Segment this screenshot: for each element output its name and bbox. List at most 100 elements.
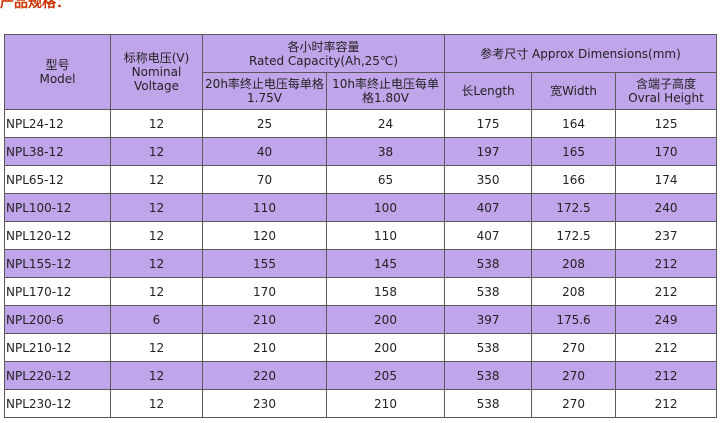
cell-cap20: 40 [202,137,327,166]
cell-length: 538 [444,249,533,278]
cell-voltage: 12 [110,389,203,418]
cell-model: NPL120-12 [4,221,111,250]
table-row: NPL155-12 12 155 145 538 208 212 [4,249,718,278]
cell-cap10: 24 [325,109,446,138]
cell-cap10: 210 [325,389,446,418]
page-title: 产品规格： [0,0,70,11]
cell-height: 212 [615,249,718,278]
cell-voltage: 12 [110,249,203,278]
cell-width: 208 [531,249,617,278]
cell-width: 172.5 [531,221,617,250]
table-row: NPL170-12 12 170 158 538 208 212 [4,277,718,306]
cell-voltage: 12 [110,109,203,138]
cell-model: NPL155-12 [4,249,111,278]
header-cap20-line2: 1.75V [247,91,282,105]
cell-cap20: 25 [202,109,327,138]
cell-width: 270 [531,389,617,418]
table-row: NPL220-12 12 220 205 538 270 212 [4,361,718,390]
cell-cap20: 110 [202,193,327,222]
cell-model: NPL230-12 [4,389,111,418]
table-row: NPL200-6 6 210 200 397 175.6 249 [4,305,718,334]
header-cap10: 10h率终止电压每单 格1.80V [325,72,446,110]
cell-cap20: 210 [202,333,327,362]
spec-table: 型号 Model 标称电压(V) Nominal Voltage 各小时率容量 … [4,34,718,418]
cell-height: 170 [615,137,718,166]
cell-height: 125 [615,109,718,138]
table-row: NPL210-12 12 210 200 538 270 212 [4,333,718,362]
cell-voltage: 12 [110,165,203,194]
cell-length: 407 [444,221,533,250]
table-row: NPL100-12 12 110 100 407 172.5 240 [4,193,718,222]
header-length: 长Length [444,72,533,110]
cell-cap10: 158 [325,277,446,306]
cell-width: 270 [531,333,617,362]
cell-length: 175 [444,109,533,138]
cell-cap10: 200 [325,305,446,334]
header-voltage-en2: Voltage [133,79,179,93]
cell-height: 249 [615,305,718,334]
header-model-en: Model [39,72,76,86]
cell-cap20: 210 [202,305,327,334]
cell-width: 208 [531,277,617,306]
cell-height: 212 [615,361,718,390]
header-cap20-line1: 20h率终止电压每单格 [205,77,324,91]
header-model-cn: 型号 [45,58,70,72]
cell-model: NPL38-12 [4,137,111,166]
table-row: NPL24-12 12 25 24 175 164 125 [4,109,718,138]
header-height-line2: Ovral Height [628,91,704,105]
cell-height: 240 [615,193,718,222]
cell-voltage: 12 [110,221,203,250]
cell-width: 175.6 [531,305,617,334]
table-row: NPL38-12 12 40 38 197 165 170 [4,137,718,166]
cell-length: 397 [444,305,533,334]
cell-cap20: 230 [202,389,327,418]
cell-model: NPL200-6 [4,305,111,334]
cell-length: 197 [444,137,533,166]
cell-voltage: 12 [110,137,203,166]
cell-length: 407 [444,193,533,222]
header-model: 型号 Model [4,34,111,110]
cell-cap10: 100 [325,193,446,222]
cell-width: 164 [531,109,617,138]
cell-cap10: 200 [325,333,446,362]
header-cap10-line2: 格1.80V [362,91,409,105]
cell-height: 212 [615,333,718,362]
cell-cap10: 110 [325,221,446,250]
cell-cap10: 145 [325,249,446,278]
cell-cap10: 205 [325,361,446,390]
cell-width: 166 [531,165,617,194]
cell-model: NPL100-12 [4,193,111,222]
table-row: NPL65-12 12 70 65 350 166 174 [4,165,718,194]
cell-length: 538 [444,333,533,362]
cell-cap20: 220 [202,361,327,390]
cell-cap20: 170 [202,277,327,306]
cell-model: NPL24-12 [4,109,111,138]
cell-width: 172.5 [531,193,617,222]
header-dimensions: 参考尺寸 Approx Dimensions(mm) [444,34,718,73]
cell-length: 538 [444,361,533,390]
header-height: 含端子高度 Ovral Height [615,72,718,110]
cell-voltage: 12 [110,277,203,306]
cell-height: 237 [615,221,718,250]
cell-width: 165 [531,137,617,166]
table-row: NPL230-12 12 230 210 538 270 212 [4,389,718,418]
cell-voltage: 12 [110,193,203,222]
header-cap20: 20h率终止电压每单格 1.75V [202,72,327,110]
cell-height: 174 [615,165,718,194]
cell-voltage: 6 [110,305,203,334]
cell-cap20: 155 [202,249,327,278]
cell-model: NPL65-12 [4,165,111,194]
cell-height: 212 [615,277,718,306]
header-capacity-en: Rated Capacity(Ah,25℃) [248,53,399,68]
cell-length: 350 [444,165,533,194]
header-voltage-cn: 标称电压(V) [123,51,190,65]
header-cap10-line1: 10h率终止电压每单 [332,77,439,91]
cell-cap10: 38 [325,137,446,166]
header-voltage-en1: Nominal [131,65,182,79]
header-row-bottom: 20h率终止电压每单格 1.75V 10h率终止电压每单 格1.80V 长Len… [5,72,718,110]
header-height-line1: 含端子高度 [636,77,697,91]
cell-cap20: 70 [202,165,327,194]
cell-length: 538 [444,389,533,418]
header-width: 宽Width [531,72,617,110]
header-row-top: 型号 Model 标称电压(V) Nominal Voltage 各小时率容量 … [4,34,718,110]
